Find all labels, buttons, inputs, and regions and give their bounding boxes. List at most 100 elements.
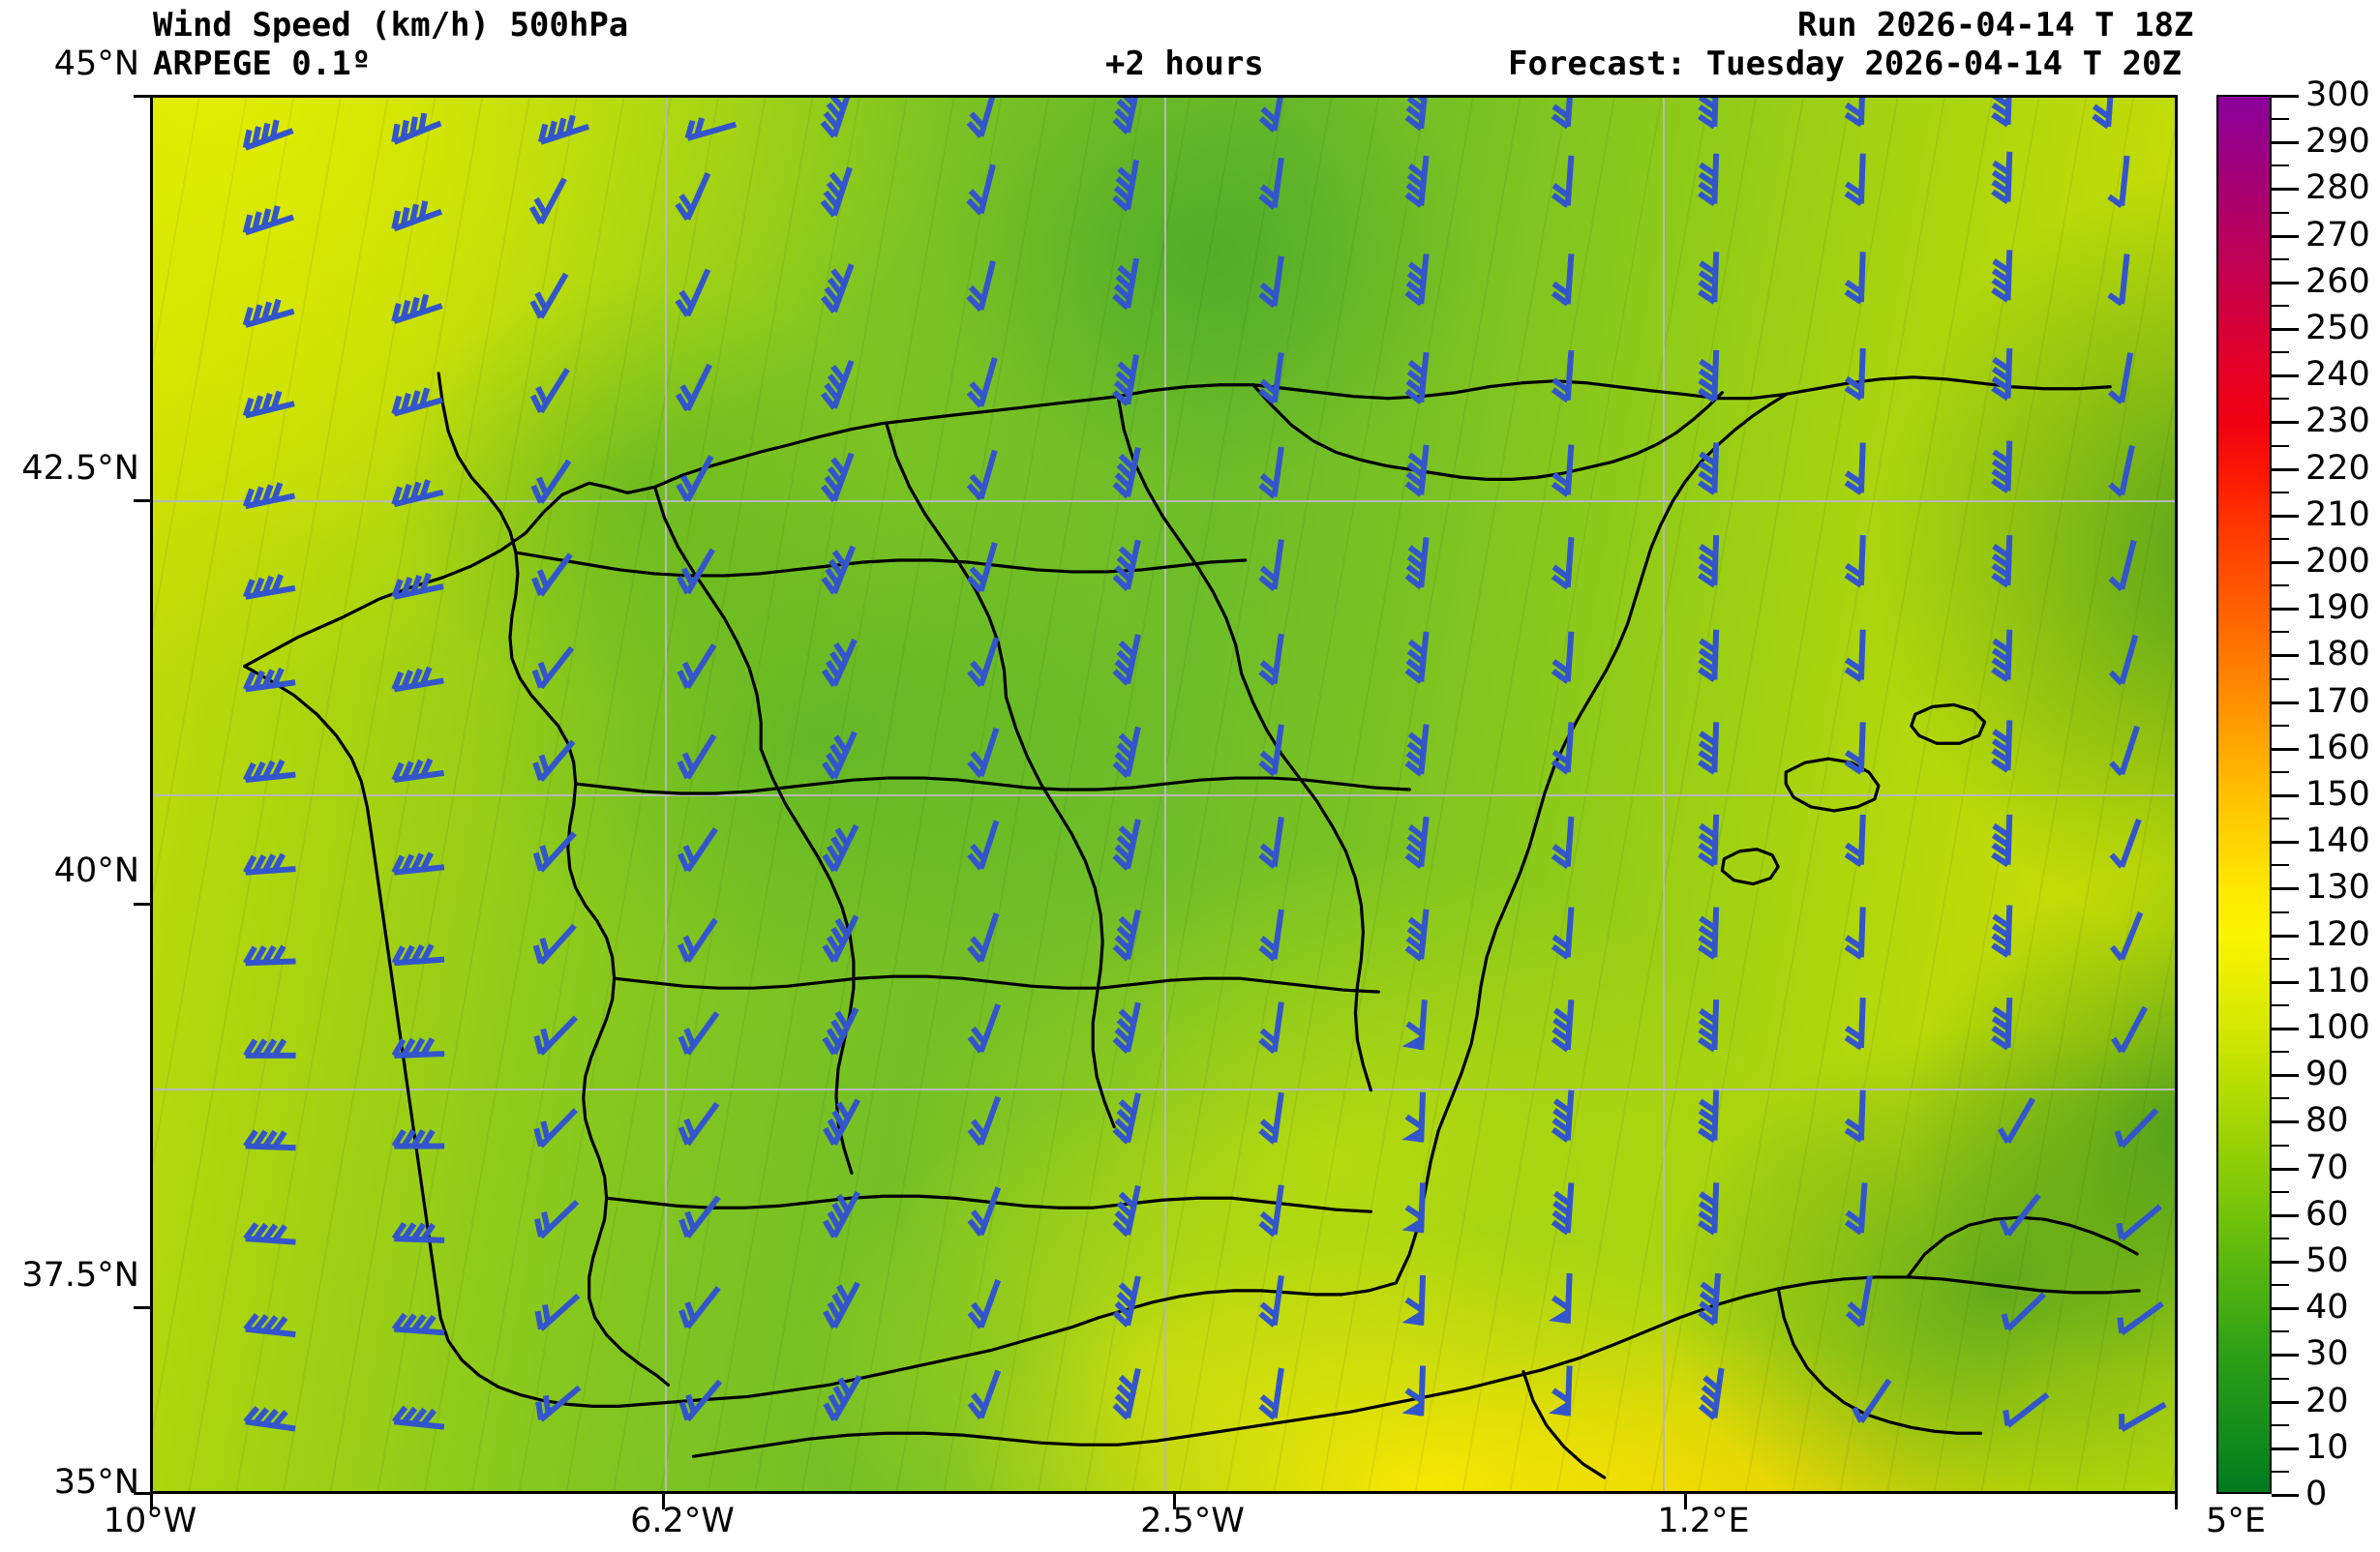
colorbar-tick [2272,1494,2299,1497]
header-bar: Wind Speed (km/h) 500hPa ARPEGE 0.1º +2 … [0,0,2380,93]
colorbar-tick-label: 200 [2305,542,2370,581]
colorbar-tick [2272,1167,2299,1171]
colorbar-minor-tick [2272,1051,2289,1054]
colorbar-tick [2272,141,2299,145]
colorbar-minor-tick [2272,1097,2289,1100]
y-tick-label: 35°N [53,1463,139,1502]
colorbar-minor-tick [2272,957,2289,960]
colorbar-tick [2272,654,2299,658]
colorbar-tick [2272,1120,2299,1124]
colorbar-minor-tick [2272,444,2289,447]
colorbar-tick-label: 20 [2305,1381,2349,1420]
colorbar-tick [2272,374,2299,378]
colorbar-tick [2272,980,2299,984]
colorbar-tick [2272,1307,2299,1311]
colorbar-tick-label: 150 [2305,775,2370,814]
colorbar-minor-tick [2272,1423,2289,1426]
colorbar-minor-tick [2272,584,2289,587]
coastline-layer [153,98,2175,1491]
colorbar-tick-label: 170 [2305,681,2370,721]
colorbar-tick [2272,1447,2299,1450]
colorbar-minor-tick [2272,770,2289,773]
colorbar-minor-tick [2272,1330,2289,1333]
colorbar-tick-label: 50 [2305,1241,2349,1280]
colorbar-minor-tick [2272,537,2289,540]
colorbar-tick [2272,887,2299,891]
colorbar-tick [2272,1028,2299,1030]
colorbar-minor-tick [2272,304,2289,307]
colorbar[interactable]: 300 290 280 270 260 250 240 230 220 210 200 190 180 1… [2216,75,2380,1513]
y-tick-label: 37.5°N [21,1256,139,1295]
colorbar-minor-tick [2272,677,2289,680]
y-tick-label: 45°N [53,45,139,83]
colorbar-tick-label: 270 [2305,215,2370,254]
colorbar-tick [2272,1213,2299,1217]
colorbar-tick-label: 210 [2305,494,2370,534]
colorbar-tick-label: 180 [2305,635,2370,674]
colorbar-minor-tick [2272,398,2289,401]
colorbar-minor-tick [2272,1144,2289,1147]
colorbar-minor-tick [2272,1470,2289,1473]
colorbar-minor-tick [2272,164,2289,167]
colorbar-minor-tick [2272,1003,2289,1006]
map-plot-area[interactable] [150,95,2178,1494]
colorbar-tick [2272,467,2299,471]
lead-time-label: +2 hours [1105,45,1264,83]
colorbar-minor-tick [2272,910,2289,913]
colorbar-tick [2272,794,2299,797]
colorbar-tick-label: 60 [2305,1194,2349,1234]
colorbar-minor-tick [2272,1237,2289,1239]
colorbar-gradient [2216,95,2272,1494]
colorbar-tick [2272,934,2299,938]
wind-barbs-layer [153,98,2175,1491]
colorbar-tick-label: 70 [2305,1148,2349,1187]
colorbar-tick [2272,1074,2299,1078]
colorbar-minor-tick [2272,351,2289,354]
model-label: ARPEGE 0.1º [153,45,372,83]
colorbar-tick-label: 80 [2305,1101,2349,1141]
y-tick-label: 40°N [53,851,139,890]
colorbar-tick [2272,421,2299,425]
colorbar-tick [2272,281,2299,284]
colorbar-tick-label: 40 [2305,1288,2349,1328]
colorbar-tick [2272,561,2299,564]
colorbar-tick-label: 290 [2305,122,2370,162]
colorbar-tick [2272,701,2299,704]
colorbar-tick-label: 120 [2305,914,2370,954]
forecast-time-label: Forecast: Tuesday 2026-04-14 T 20Z [1508,45,2182,83]
colorbar-minor-tick [2272,864,2289,867]
colorbar-tick-label: 10 [2305,1427,2349,1467]
colorbar-tick-label: 140 [2305,821,2370,861]
x-tick-label: 6.2°W [630,1502,735,1540]
colorbar-minor-tick [2272,491,2289,493]
colorbar-tick-label: 220 [2305,448,2370,488]
x-tick-label: 2.5°W [1140,1502,1245,1540]
colorbar-tick-label: 30 [2305,1334,2349,1374]
colorbar-tick-label: 0 [2305,1475,2328,1513]
colorbar-tick [2272,188,2299,192]
colorbar-tick-label: 250 [2305,309,2370,347]
colorbar-minor-tick [2272,118,2289,121]
colorbar-tick-label: 190 [2305,588,2370,628]
colorbar-tick-label: 90 [2305,1055,2349,1094]
x-tick-label: 1.2°E [1657,1502,1750,1540]
colorbar-tick [2272,95,2299,98]
colorbar-minor-tick [2272,257,2289,260]
colorbar-minor-tick [2272,211,2289,214]
colorbar-tick-label: 280 [2305,168,2370,208]
colorbar-tick-label: 300 [2305,75,2370,114]
colorbar-tick-label: 240 [2305,355,2370,395]
colorbar-minor-tick [2272,631,2289,634]
colorbar-tick [2272,841,2299,845]
colorbar-tick [2272,1400,2299,1404]
colorbar-tick [2272,234,2299,238]
colorbar-tick-label: 110 [2305,961,2370,1000]
colorbar-minor-tick [2272,818,2289,821]
colorbar-tick-label: 260 [2305,261,2370,301]
y-tick-label: 42.5°N [21,449,139,488]
colorbar-tick [2272,514,2299,518]
x-tick-label: 5°E [2206,1502,2266,1540]
run-time-label: Run 2026-04-14 T 18Z [1797,6,2194,45]
colorbar-minor-tick [2272,1284,2289,1287]
colorbar-tick-label: 160 [2305,728,2370,767]
